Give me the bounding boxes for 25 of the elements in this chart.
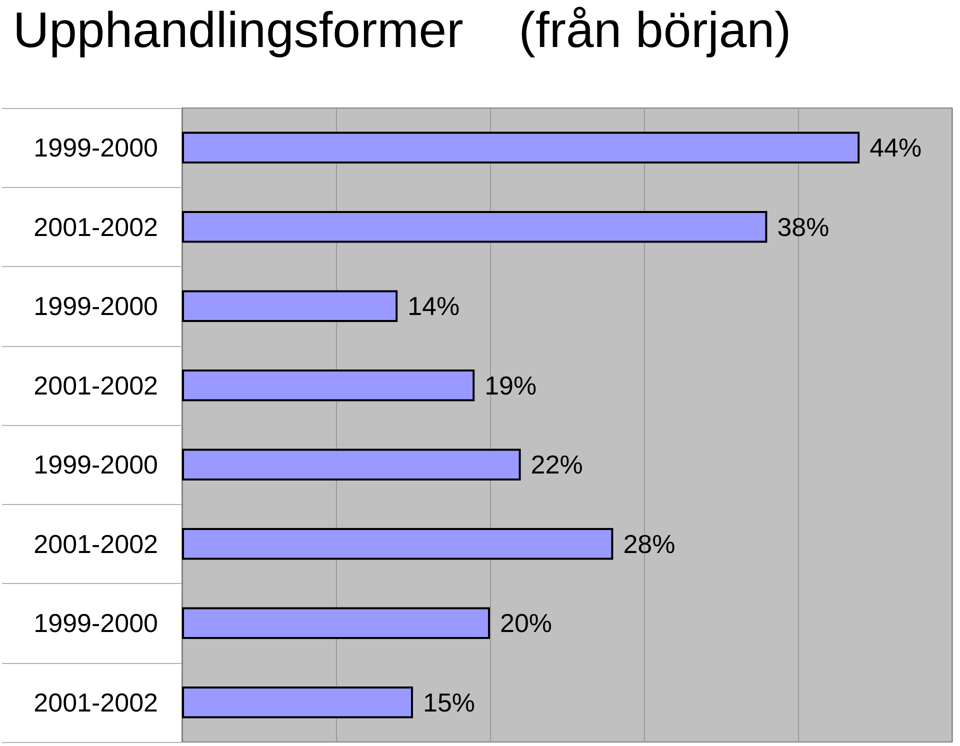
y-tick-label: 1999-2000 [34, 608, 158, 638]
bar [182, 448, 521, 480]
data-label: 14% [408, 291, 460, 322]
bar [182, 607, 490, 639]
bar [182, 686, 413, 718]
chart-title: Upphandlingsformer (från början) [13, 2, 792, 58]
data-label: 44% [870, 132, 922, 163]
y-tick-label: 2001-2002 [34, 212, 158, 242]
bar [182, 211, 768, 243]
bar [182, 528, 614, 560]
y-tick-label: 1999-2000 [34, 291, 158, 322]
y-tick-label: 2001-2002 [34, 687, 158, 718]
data-label: 19% [484, 370, 537, 400]
y-tick-label: 1999-2000 [34, 132, 158, 163]
data-label: 38% [777, 212, 830, 242]
data-label: 15% [423, 687, 476, 718]
y-tick-label: 1999-2000 [34, 450, 158, 480]
data-label: 22% [530, 450, 583, 480]
bar [182, 290, 398, 322]
bar [182, 132, 860, 164]
bar [182, 370, 475, 402]
data-label: 20% [500, 608, 552, 638]
y-tick-label: 2001-2002 [34, 370, 158, 400]
data-label: 28% [623, 528, 676, 559]
y-tick-label: 2001-2002 [34, 528, 158, 559]
